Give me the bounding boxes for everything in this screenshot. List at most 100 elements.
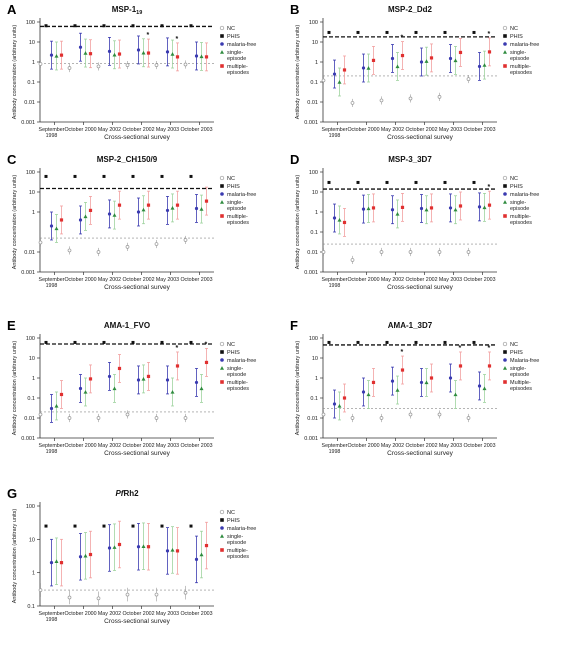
single-episode-point: [170, 52, 175, 56]
legend-marker-square: [220, 214, 224, 218]
legend-entry: multiple-episodes: [220, 548, 249, 560]
single-episode-point: [366, 206, 371, 211]
malaria-free-point: [390, 379, 395, 383]
legend-marker-square: [503, 34, 507, 38]
legend-marker-single-episode: [220, 534, 224, 538]
malaria-free-point: [419, 380, 424, 385]
legend-entry: single-episode: [220, 534, 246, 546]
x-tick-label: September: [322, 277, 348, 283]
legend-entry: malaria-free: [220, 526, 256, 532]
multiple-episodes-point: [204, 55, 209, 59]
nc-point: [321, 412, 326, 417]
title-text: MSP-2_CH150/9: [97, 155, 158, 164]
single-episode-point: [395, 212, 400, 216]
phis-point: [102, 524, 106, 528]
legend-label: episode: [227, 372, 246, 378]
x-axis-label: Cross-sectional survey: [387, 450, 453, 457]
nc-point: [125, 412, 130, 417]
significance-star: *: [176, 345, 179, 352]
x-tick-label: 1998: [46, 283, 58, 289]
single-episode-point: [54, 404, 59, 408]
malaria-free-point: [332, 72, 337, 76]
legend-marker-malaria-free: [503, 42, 507, 46]
y-tick-label: 0.01: [307, 250, 318, 256]
phis-point: [189, 174, 193, 178]
legend-entry: NC: [219, 175, 235, 182]
phis-point: [73, 24, 77, 28]
nc-point: [183, 62, 188, 67]
x-axis-label: Cross-sectional survey: [387, 134, 453, 141]
single-episode-point: [112, 545, 117, 549]
x-tick-label: October 2003: [463, 127, 495, 133]
legend-entry: NC: [219, 25, 235, 32]
legend-label: PHIS: [227, 350, 240, 356]
multiple-episodes-point: [458, 204, 463, 208]
significance-star: *: [459, 345, 462, 352]
nc-point: [96, 64, 101, 69]
malaria-free-point: [107, 374, 112, 379]
legend-label: episode: [510, 372, 529, 378]
legend-entry: PHIS: [503, 350, 523, 356]
legend-label: single-: [227, 534, 243, 540]
phis-point: [356, 180, 360, 184]
phis-point: [356, 30, 360, 34]
nc-point: [437, 250, 442, 254]
legend-label: episode: [227, 56, 246, 62]
legend-entry: single-episode: [503, 50, 529, 62]
single-episode-point: [83, 214, 88, 219]
legend-label: multiple-: [227, 214, 248, 220]
legend-marker-square: [220, 380, 224, 384]
legend-marker-nc: [502, 175, 508, 181]
nc-point: [125, 63, 130, 67]
phis-point: [160, 174, 164, 178]
malaria-free-point: [136, 545, 141, 549]
legend-marker-nc: [219, 341, 225, 347]
legend-label: NC: [227, 342, 235, 348]
single-episode-point: [337, 80, 342, 84]
single-episode-point: [424, 380, 429, 385]
malaria-free-point: [165, 549, 170, 553]
phis-point: [102, 174, 106, 178]
y-tick-label: 1: [315, 210, 318, 216]
y-tick-label: 100: [26, 504, 35, 510]
legend-entry: PHIS: [503, 34, 523, 40]
legend-label: PHIS: [227, 518, 240, 524]
single-episode-point: [54, 226, 59, 231]
legend-label: single-: [227, 50, 243, 56]
x-axis-label: Cross-sectional survey: [104, 134, 170, 141]
y-axis-label: Antibody concentration (arbitrary units): [12, 509, 18, 604]
multiple-episodes-point: [59, 218, 64, 222]
x-tick-label: October 2003: [180, 127, 212, 133]
legend-marker-square: [220, 548, 224, 552]
legend-label: NC: [227, 176, 235, 182]
multiple-episodes-point: [88, 552, 93, 557]
legend-marker-square: [220, 34, 224, 38]
phis-point: [160, 340, 164, 344]
y-tick-label: 0.01: [307, 100, 318, 106]
x-tick-label: September: [39, 277, 65, 283]
x-tick-label: October 2000: [64, 611, 96, 617]
single-episode-point: [141, 50, 146, 55]
y-axis-label: Antibody concentration (arbitrary units): [12, 175, 18, 270]
x-tick-label: October 2002: [122, 611, 154, 617]
legend-marker-nc: [219, 25, 225, 31]
panel-C: C MSP-2_CH150/9 0.001 0.01 1 10 100 Antibody co…: [7, 152, 256, 291]
y-tick-label: 1: [32, 60, 35, 66]
malaria-free-point: [165, 50, 170, 54]
phis-point: [189, 24, 193, 28]
malaria-free-point: [49, 53, 54, 57]
y-axis-label: Antibody concentration (arbitrary units): [295, 25, 301, 120]
y-tick-label: 1: [32, 571, 35, 577]
multiple-episodes-point: [342, 220, 347, 225]
legend-entry: single-episode: [503, 200, 529, 212]
nc-point: [183, 590, 188, 595]
panel-A: A MSP-119 0.001 0.01 0.1 1 10 100 Antibody conce…: [7, 2, 256, 141]
nc-point: [125, 245, 130, 249]
malaria-free-point: [361, 207, 366, 211]
legend-marker-malaria-free: [220, 42, 224, 46]
single-episode-point: [112, 52, 117, 57]
legend-label: single-: [510, 50, 526, 56]
phis-point: [443, 30, 447, 34]
malaria-free-point: [194, 54, 199, 58]
single-episode-point: [170, 206, 175, 210]
